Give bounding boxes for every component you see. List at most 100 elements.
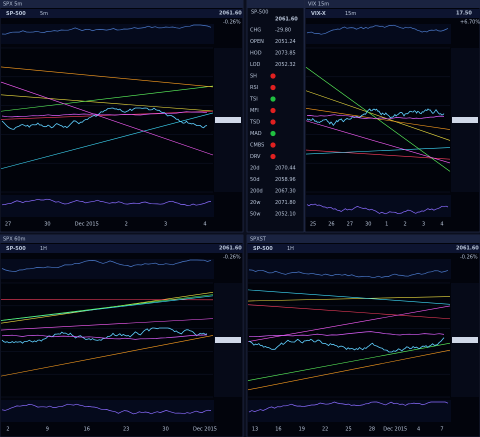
x-label: 27 — [5, 222, 11, 228]
interval: 1H — [40, 246, 47, 252]
x-label: 30 — [162, 427, 168, 433]
trend-line — [0, 318, 214, 331]
oscillator-strip — [306, 195, 451, 217]
row-label: MAD — [250, 131, 262, 137]
price-marker — [452, 117, 478, 123]
panel-title: SPXST — [250, 237, 267, 243]
x-label: 4 — [203, 222, 206, 228]
row-label: LOD — [250, 62, 261, 68]
panel-title: VIX 15m — [308, 2, 329, 8]
row-value: 2073.85 — [275, 51, 296, 57]
x-label: 27 — [347, 222, 353, 228]
row-label: DRV — [250, 154, 261, 160]
symbol: SP-500 — [6, 246, 26, 252]
indicator-strip — [1, 24, 214, 44]
price-marker — [215, 337, 241, 343]
row-label: SH — [250, 74, 257, 80]
row-label: 20d — [250, 166, 260, 172]
indicator-line — [1, 259, 212, 272]
row-value: 2051.24 — [275, 39, 296, 45]
panel-header — [247, 235, 480, 243]
row-label: TSD — [249, 120, 260, 126]
indicator-strip — [248, 259, 451, 279]
panel-title: SPX 60m — [3, 237, 26, 243]
trend-line — [305, 147, 451, 155]
signal-dot — [270, 153, 276, 160]
trend-line — [0, 66, 214, 88]
change: +6.70% — [460, 20, 480, 26]
row-value: 2070.44 — [275, 166, 296, 172]
signal-dot — [270, 96, 276, 102]
x-label: 2 — [6, 427, 9, 433]
x-label: Dec 2015 — [383, 427, 407, 433]
x-label: Dec 2015 — [75, 222, 99, 228]
trend-line — [247, 342, 451, 381]
symbol-bar — [305, 9, 480, 18]
oscillator — [306, 203, 449, 215]
x-label: 30 — [365, 222, 371, 228]
price-line — [306, 108, 445, 126]
oscillator-strip — [248, 400, 451, 422]
symbol: VIX-X — [311, 11, 326, 17]
trend-line — [305, 120, 451, 164]
interval: 1H — [287, 246, 294, 252]
change: -0.26% — [223, 20, 241, 26]
interval: 5m — [40, 11, 48, 17]
x-label: 3 — [422, 222, 425, 228]
moving-average — [1, 334, 208, 340]
chart-area — [1, 48, 214, 192]
x-label: 25 — [345, 427, 351, 433]
signal-dot — [270, 142, 276, 148]
x-label: 23 — [123, 427, 129, 433]
row-label: RSI — [250, 85, 258, 91]
row-value: 2067.30 — [275, 189, 296, 195]
row-label: CHG — [250, 28, 261, 34]
oscillator — [248, 401, 449, 413]
row-value: 2052.10 — [275, 212, 296, 218]
panel-header — [0, 0, 243, 8]
x-label: 22 — [322, 427, 328, 433]
trend-line — [247, 304, 451, 320]
trend-line — [247, 289, 451, 305]
price-line — [1, 107, 208, 130]
x-label: 9 — [46, 427, 49, 433]
row-label: 20w — [250, 200, 260, 206]
x-label: 19 — [299, 427, 305, 433]
indicator-line — [1, 24, 212, 35]
price: 2061.60 — [456, 246, 479, 252]
row-label: 200d — [250, 189, 263, 195]
row-label: TSI — [249, 97, 258, 103]
x-label: 7 — [440, 427, 443, 433]
watchlist-header — [247, 0, 304, 8]
trend-line — [305, 90, 451, 141]
x-label: 4 — [440, 222, 443, 228]
row-value: 2052.32 — [275, 62, 296, 68]
price: 2061.60 — [219, 246, 242, 252]
price-marker — [215, 117, 241, 123]
trend-line — [247, 349, 451, 391]
row-value: 2071.80 — [275, 200, 296, 206]
x-label: 13 — [252, 427, 258, 433]
signal-dot — [270, 130, 276, 137]
change: -0.26% — [460, 255, 478, 261]
row-label: OPEN — [250, 39, 264, 45]
oscillator — [1, 198, 212, 206]
x-label: 2 — [125, 222, 128, 228]
price-line — [248, 337, 445, 353]
price: 2061.60 — [219, 11, 242, 17]
price-marker — [452, 337, 478, 343]
watchlist-price: 2061.60 — [275, 17, 298, 23]
x-label: 16 — [275, 427, 281, 433]
x-label: 26 — [328, 222, 334, 228]
row-label: HOD — [250, 51, 262, 57]
row-value: 2058.96 — [275, 177, 296, 183]
trend-line — [247, 296, 451, 302]
signal-dot — [270, 73, 276, 79]
oscillator-strip — [1, 195, 214, 217]
trend-line — [305, 66, 451, 172]
price: 17.50 — [456, 11, 472, 17]
signal-dot — [270, 119, 276, 125]
watchlist-symbol: SP-500 — [251, 10, 268, 16]
x-label: 2 — [404, 222, 407, 228]
